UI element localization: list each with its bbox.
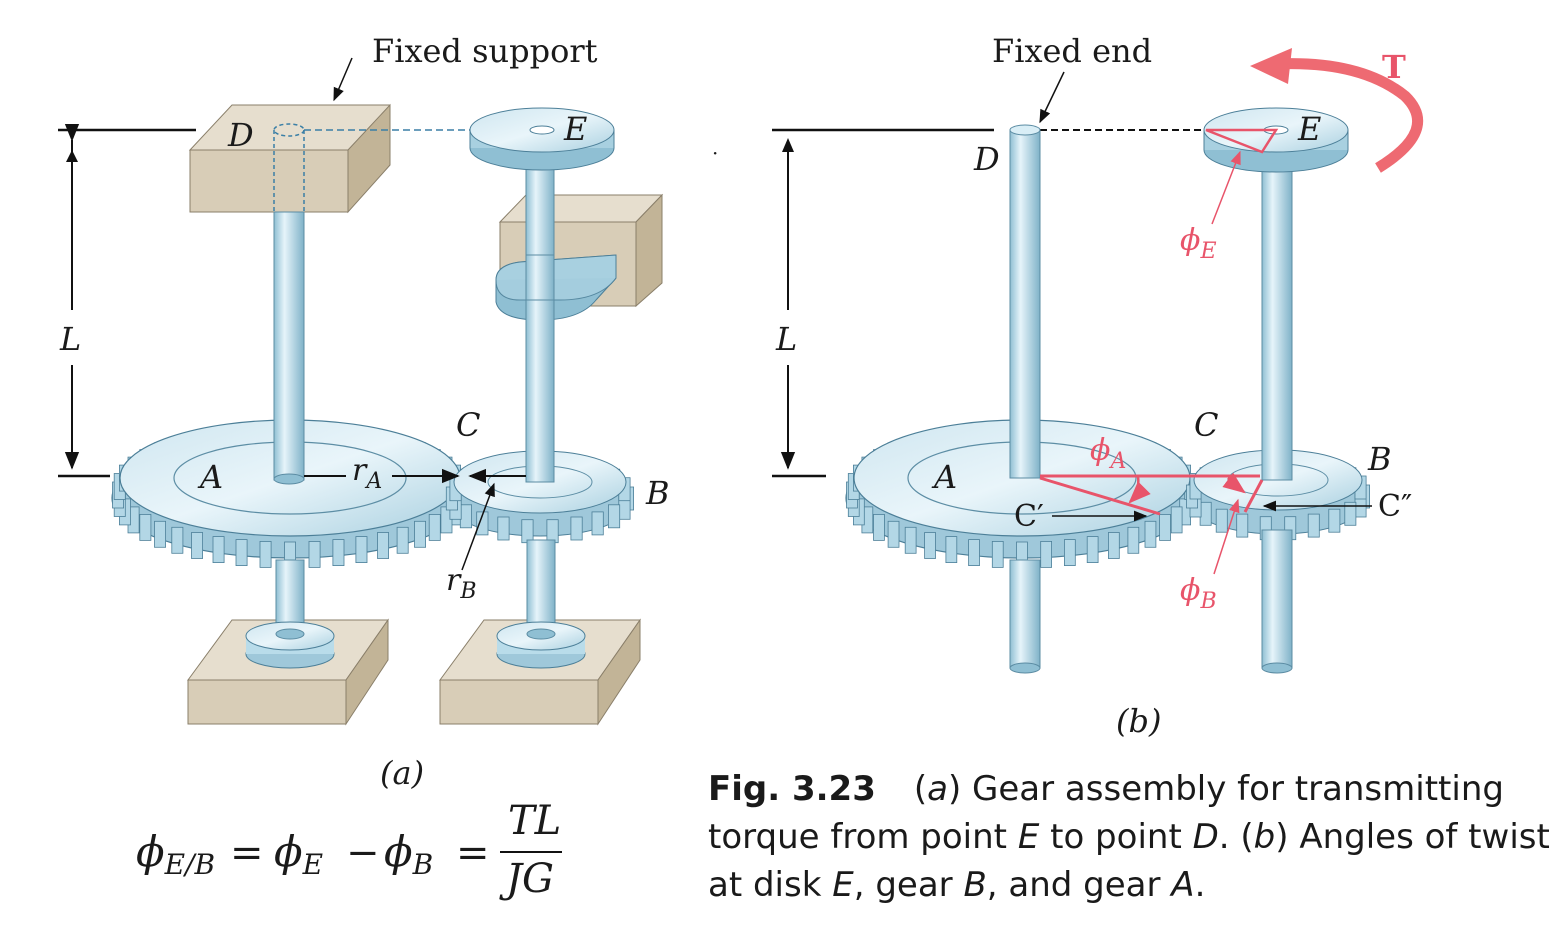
label-D-b: D	[973, 140, 1000, 178]
fixed-end-leader	[1039, 71, 1065, 124]
disk-E-b	[1203, 107, 1349, 173]
dimension-L-a	[58, 123, 196, 478]
rB-leader	[461, 482, 495, 571]
panel-a-label: (a)	[380, 754, 424, 792]
gear-tooth	[428, 514, 441, 541]
label-A-a: A	[197, 458, 223, 496]
twist-formula: ϕE/B = ϕE − ϕB = TL JG	[136, 798, 562, 902]
label-L-b: L	[775, 320, 797, 358]
gear-tooth	[1199, 501, 1212, 526]
gear-tooth	[521, 519, 534, 544]
gear-tooth	[235, 539, 248, 566]
fixed-end-label: Fixed end	[992, 32, 1152, 70]
gear-tooth	[1159, 514, 1171, 541]
shaft-E-b	[1261, 139, 1293, 481]
gear-tooth	[1040, 541, 1052, 568]
formula-phi-E: ϕE	[274, 827, 323, 881]
gear-tooth	[1170, 506, 1183, 534]
formula-phi-EB: ϕE/B	[136, 827, 215, 881]
gear-tooth	[396, 526, 409, 554]
formula-phi-B: ϕB	[384, 827, 433, 881]
gear-tooth	[968, 539, 980, 566]
gear-tooth	[1064, 539, 1076, 566]
gear-tooth	[212, 536, 225, 563]
figure-caption: Fig. 3.23 (a) Gear assembly for transmitt…	[708, 769, 1550, 905]
gear-tooth	[497, 516, 510, 541]
gear-tooth	[873, 514, 885, 541]
formula-numerator: TL	[508, 798, 561, 844]
label-B-b: B	[1367, 440, 1392, 478]
fixed-support-leader	[333, 57, 353, 102]
torque-arrow	[1274, 58, 1424, 173]
label-C-a: C	[456, 406, 480, 444]
gear-tooth	[332, 539, 345, 566]
gear-tooth	[171, 526, 184, 554]
gear-tooth	[991, 541, 1004, 568]
shaft-D-b	[1009, 129, 1041, 479]
label-A-b: A	[931, 458, 957, 496]
label-phi-A: ϕA	[1090, 433, 1126, 474]
gear-tooth	[476, 511, 489, 536]
gear-tooth	[904, 526, 917, 554]
formula-eq2: =	[456, 830, 490, 876]
label-rB: rB	[446, 563, 477, 604]
gear-tooth	[308, 541, 321, 568]
label-C-b: C	[1194, 406, 1218, 444]
gear-tooth	[570, 516, 583, 541]
caption-line-1: Fig. 3.23 (a) Gear assembly for transmitt…	[708, 769, 1504, 809]
formula-minus: −	[346, 830, 380, 876]
gear-tooth	[1144, 520, 1157, 548]
gear-tooth	[924, 532, 936, 559]
bottom-support-left	[187, 559, 389, 726]
gear-tooth	[1086, 536, 1099, 563]
label-D-a: D	[227, 116, 254, 154]
label-C-prime: C′	[1014, 499, 1044, 534]
fixed-support-label: Fixed support	[372, 32, 598, 70]
panel-a: Fixed support D E L C A B rA rB (a)	[58, 32, 670, 792]
caption-line-3: at disk E, gear B, and gear A.	[708, 865, 1205, 905]
label-phi-B: ϕB	[1180, 573, 1217, 614]
panel-b: ·	[712, 32, 1424, 740]
formula-eq1: =	[230, 830, 264, 876]
label-L-a: L	[59, 320, 81, 358]
gear-tooth	[608, 504, 621, 529]
torque-arrowhead	[1250, 48, 1292, 84]
formula-denominator: JG	[499, 856, 554, 902]
gear-tooth	[1236, 513, 1249, 538]
dimension-L-b	[772, 128, 994, 478]
gear-tooth	[1127, 526, 1140, 554]
gear-tooth	[1344, 501, 1357, 526]
label-E-a: E	[563, 110, 587, 148]
torque-label: T	[1382, 48, 1406, 86]
gear-tooth	[139, 514, 152, 541]
gear-tooth	[1328, 508, 1341, 533]
gear-tooth	[945, 536, 958, 563]
gear-tooth	[259, 541, 272, 568]
label-phi-E: ϕE	[1180, 223, 1217, 264]
gear-tooth	[191, 532, 204, 559]
bottom-support-right	[439, 539, 641, 726]
label-E-b: E	[1297, 110, 1321, 148]
twist-indicators	[1039, 150, 1264, 575]
gear-tooth	[459, 504, 472, 529]
gear-tooth	[546, 519, 559, 544]
gear-tooth	[1215, 508, 1228, 533]
gear-tooth	[414, 520, 427, 548]
fixed-support-block	[188, 103, 470, 214]
label-rA: rA	[352, 453, 382, 494]
gear-tooth	[355, 536, 368, 563]
gear-tooth	[1108, 532, 1120, 559]
gear-tooth	[154, 520, 167, 548]
gear-tooth	[377, 532, 390, 559]
panel-b-label: (b)	[1116, 702, 1161, 740]
label-B-a: B	[645, 474, 670, 512]
gear-tooth	[1307, 513, 1320, 538]
gear-tooth	[591, 511, 604, 536]
label-C-double-prime: C″	[1378, 489, 1412, 524]
gear-tooth	[887, 520, 900, 548]
caption-line-2: torque from point E to point D. (b) Angl…	[708, 817, 1550, 857]
svg-text:·: ·	[712, 141, 718, 165]
disk-E-a	[469, 107, 615, 171]
